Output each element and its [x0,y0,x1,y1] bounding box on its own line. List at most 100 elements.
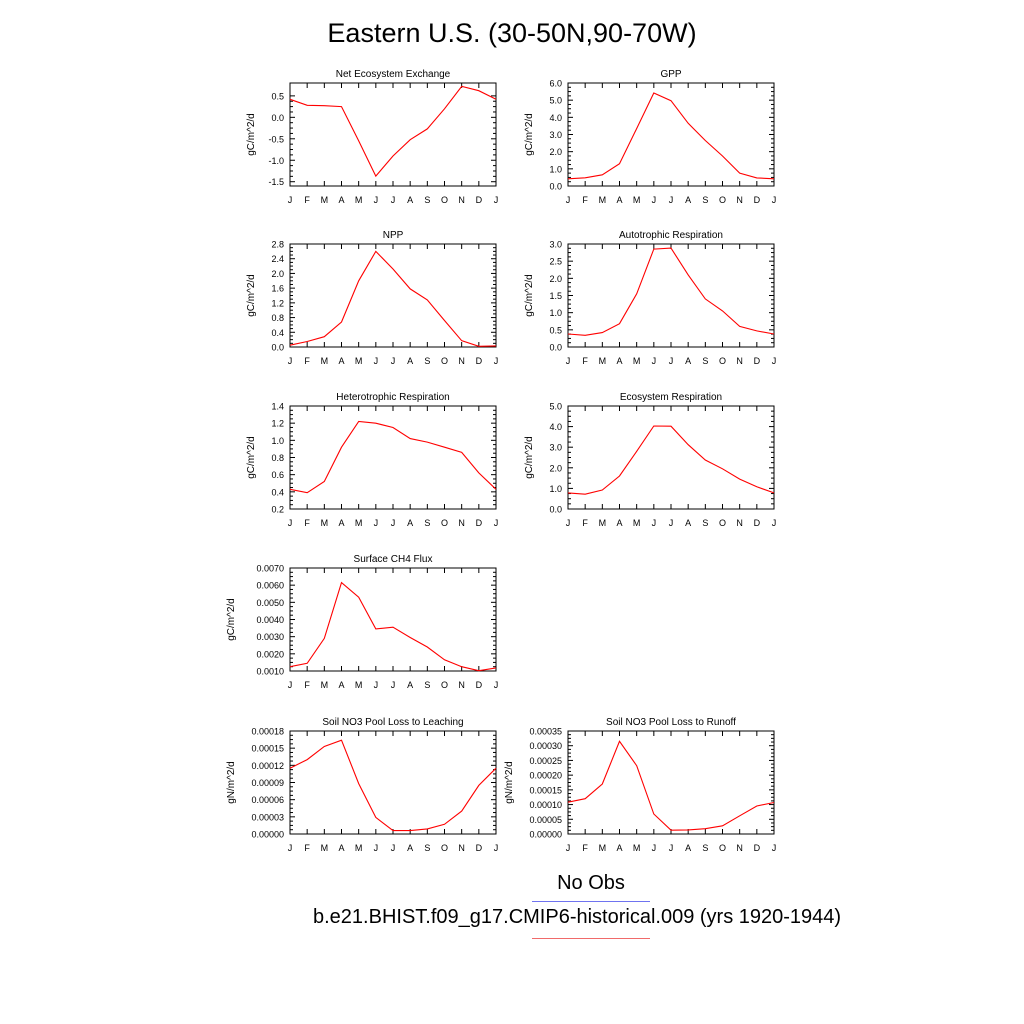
x-tick-label: N [458,680,465,690]
x-tick-label: D [754,356,761,366]
y-tick-label: 2.8 [271,240,284,250]
panel-title: Net Ecosystem Exchange [336,69,451,80]
y-tick-label: 1.6 [271,284,284,294]
x-tick-label: F [582,843,588,853]
x-tick-label: J [669,195,674,205]
y-tick-label: -1.0 [268,156,284,166]
y-tick-label: 6.0 [549,79,562,89]
x-tick-label: M [633,195,641,205]
x-tick-label: A [685,195,691,205]
x-tick-label: O [719,843,726,853]
y-tick-label: 0.8 [271,453,284,463]
x-tick-label: A [338,356,344,366]
y-tick-label: 1.2 [271,419,284,429]
x-tick-label: M [355,843,363,853]
x-tick-label: J [652,843,657,853]
page-title: Eastern U.S. (30-50N,90-70W) [327,18,697,48]
panel-title: Ecosystem Respiration [620,392,722,403]
y-tick-label: 2.4 [271,254,284,264]
plot-frame [289,243,497,348]
y-tick-label: 2.0 [549,463,562,473]
y-tick-label: 0.0060 [256,581,284,591]
x-tick-label: N [736,518,743,528]
x-tick-label: N [736,356,743,366]
x-tick-label: S [424,680,430,690]
y-tick-label: 0.5 [271,91,284,101]
y-tick-label: 0.2 [271,505,284,515]
x-tick-label: M [633,356,641,366]
y-tick-label: 0.00000 [251,830,284,840]
x-tick-label: J [288,843,293,853]
x-tick-label: A [338,843,344,853]
y-tick-label: 2.5 [549,257,562,267]
x-tick-label: N [458,195,465,205]
y-tick-label: 0.0 [549,505,562,515]
x-tick-label: O [441,195,448,205]
y-tick-label: 0.0040 [256,615,284,625]
x-tick-label: A [407,195,413,205]
x-tick-label: J [772,518,777,528]
y-tick-label: 1.2 [271,298,284,308]
x-tick-label: J [772,843,777,853]
x-tick-label: A [685,356,691,366]
x-tick-label: A [338,680,344,690]
legend-obs-label: No Obs [557,872,625,894]
y-tick-label: -1.5 [268,177,284,187]
plot-frame [567,405,775,510]
series-line [289,581,497,672]
y-tick-label: 4.0 [549,422,562,432]
x-tick-label: N [458,518,465,528]
y-tick-label: 0.00035 [529,727,562,737]
x-tick-label: F [304,356,310,366]
x-tick-label: J [374,843,379,853]
x-tick-label: A [407,843,413,853]
x-tick-label: F [304,195,310,205]
y-axis-label: gN/m^2/d [504,761,515,804]
y-tick-label: 0.00025 [529,756,562,766]
x-tick-label: M [599,356,607,366]
x-tick-label: J [374,356,379,366]
x-tick-label: F [582,518,588,528]
y-tick-label: 0.5 [549,325,562,335]
plot-frame [567,243,775,348]
y-tick-label: 0.00015 [251,744,284,754]
plot-frame [289,567,497,672]
x-tick-label: F [582,195,588,205]
x-tick-label: M [633,843,641,853]
x-tick-label: M [355,356,363,366]
y-tick-label: 0.4 [271,328,284,338]
y-tick-label: 1.0 [549,164,562,174]
x-tick-label: J [772,356,777,366]
y-tick-label: 0.00005 [529,815,562,825]
y-tick-label: 0.00009 [251,778,284,788]
series-line [289,420,497,494]
y-tick-label: 0.0030 [256,632,284,642]
x-tick-label: J [652,195,657,205]
x-tick-label: N [736,195,743,205]
x-tick-label: A [685,843,691,853]
x-tick-label: J [652,356,657,366]
x-tick-label: J [374,680,379,690]
series-line [289,739,497,832]
y-tick-label: 0.0 [271,113,284,123]
series-line [567,425,775,495]
panel-title: Autotrophic Respiration [619,230,723,241]
x-tick-label: A [407,680,413,690]
x-tick-label: O [441,356,448,366]
panel-title: Surface CH4 Flux [354,554,433,565]
y-axis-label: gC/m^2/d [524,436,535,479]
x-tick-label: J [494,518,499,528]
y-tick-label: 2.0 [549,147,562,157]
y-tick-label: 0.8 [271,313,284,323]
x-tick-label: J [494,843,499,853]
x-tick-label: N [458,843,465,853]
legend-run-line [532,938,650,939]
y-axis-label: gC/m^2/d [246,436,257,479]
x-tick-label: M [321,518,329,528]
panel-title: Soil NO3 Pool Loss to Runoff [606,717,736,728]
x-tick-label: N [736,843,743,853]
